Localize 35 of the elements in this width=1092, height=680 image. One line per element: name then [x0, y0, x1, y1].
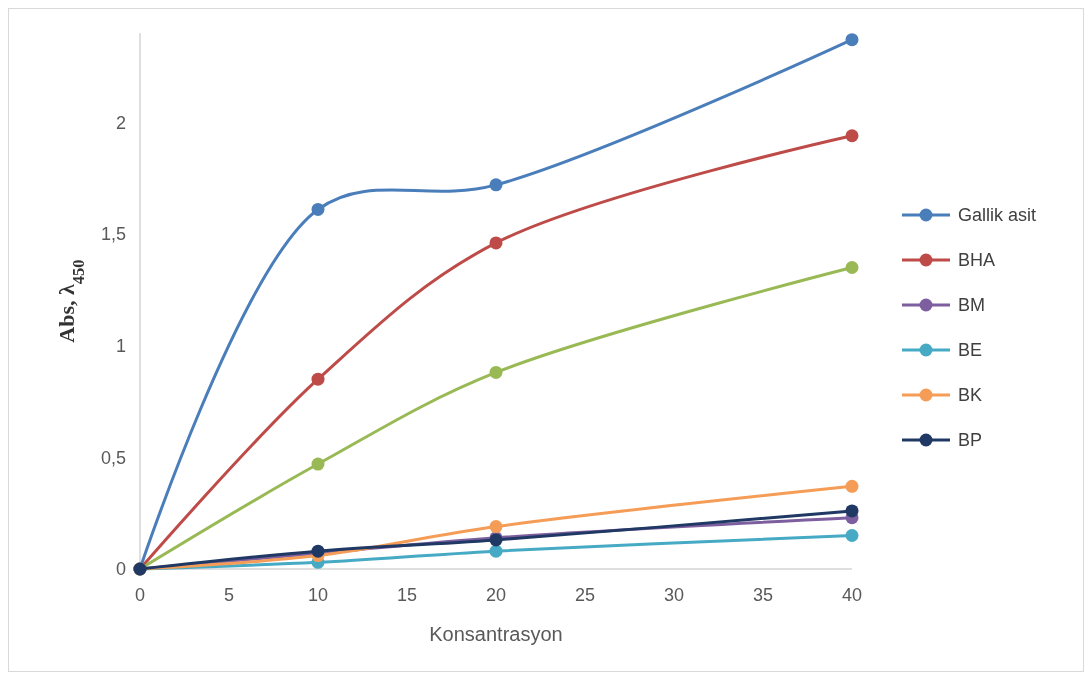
legend-label: BP	[958, 430, 983, 451]
point	[489, 544, 503, 558]
point	[489, 178, 503, 192]
legend-label: BM	[958, 295, 985, 316]
legend-label: BK	[958, 385, 983, 406]
y-tick-label: 0	[115, 559, 126, 580]
point	[489, 520, 503, 534]
x-tick-label: 20	[485, 585, 507, 605]
point	[845, 504, 859, 518]
point	[845, 261, 859, 274]
point	[311, 457, 325, 471]
x-tick-label: 10	[307, 585, 329, 605]
point	[311, 202, 325, 216]
point	[845, 129, 859, 143]
x-tick-label: 40	[841, 585, 863, 605]
y-tick-label: 1	[115, 335, 126, 356]
point	[489, 236, 503, 250]
point	[845, 479, 859, 493]
y-tick-label: 1,5	[100, 224, 126, 245]
point	[489, 365, 503, 379]
x-tick-label: 25	[574, 585, 596, 605]
point	[311, 372, 325, 386]
legend-label: BE	[958, 340, 983, 361]
x-tick-label: 35	[752, 585, 774, 605]
point	[845, 33, 859, 47]
x-tick-label: 30	[663, 585, 685, 605]
x-tick-label: 0	[134, 585, 146, 605]
x-tick-label: 5	[223, 585, 235, 605]
legend-label: BHA	[958, 250, 996, 271]
y-tick-label: 0,5	[100, 447, 126, 468]
point	[845, 529, 859, 542]
y-tick-label: 2	[115, 112, 126, 133]
x-axis-title: Konsantrasyon	[429, 623, 563, 645]
legend-label: Gallik asit	[958, 205, 1037, 226]
x-tick-label: 15	[396, 585, 418, 605]
